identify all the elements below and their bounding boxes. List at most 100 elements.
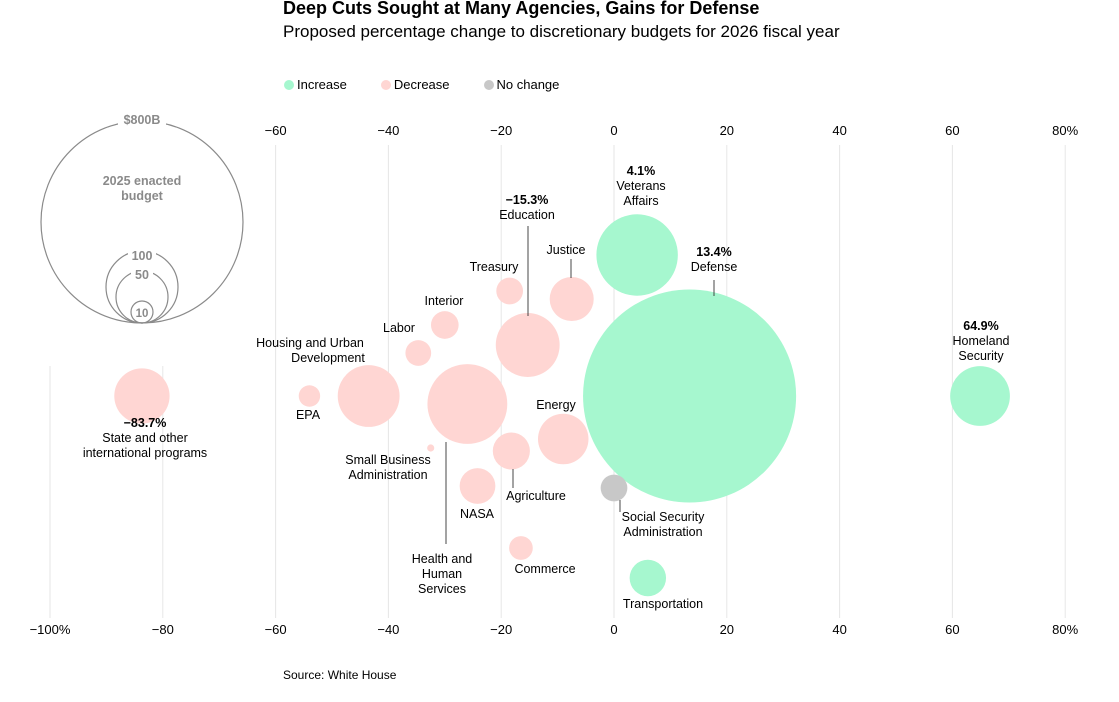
name-label-justice: Justice [547, 243, 586, 257]
name-label-line: Small Business [345, 453, 430, 467]
size-key-10-label: 10 [136, 308, 149, 320]
bubble-agriculture [492, 432, 530, 470]
name-label-defense: Defense [691, 260, 738, 274]
name-label-small-business-administration: Small Business Administration [345, 453, 430, 482]
name-label-treasury: Treasury [470, 260, 520, 274]
name-label-line: Administration [348, 468, 427, 482]
name-label-line: Labor [383, 321, 415, 335]
name-label-line: Transportation [623, 597, 703, 611]
bubble-justice [549, 276, 594, 322]
name-label-line: Veterans [616, 179, 665, 193]
bubble-transportation [629, 559, 667, 597]
name-label-line: Agriculture [506, 489, 566, 503]
top-tick-label: 40 [832, 123, 846, 138]
name-label-line: Services [418, 582, 466, 596]
bubble-defense [583, 289, 797, 503]
bubble-small-business-administration [427, 444, 435, 452]
bottom-tick-label: 20 [720, 622, 734, 637]
legend-label-decrease: Decrease [393, 77, 450, 92]
top-tick-label: −60 [265, 123, 287, 138]
name-label-line: Education [499, 208, 555, 222]
name-label-education: Education [499, 208, 555, 222]
name-label-line: Affairs [623, 194, 658, 208]
chart-subtitle: Proposed percentage change to discretion… [283, 22, 840, 41]
name-label-line: Security [958, 349, 1004, 363]
name-label-labor: Labor [383, 321, 415, 335]
name-label-line: Commerce [514, 562, 575, 576]
top-tick-label: 20 [720, 123, 734, 138]
bottom-tick-label: −80 [152, 622, 174, 637]
bubble-labor [405, 340, 432, 366]
legend-label-no-change: No change [496, 77, 560, 92]
value-label-state-and-other-international-programs: −83.7% [124, 416, 167, 430]
name-label-social-security-administration: Social Security Administration [622, 510, 705, 539]
name-label-interior: Interior [425, 294, 464, 308]
size-key-100-label-bg [128, 249, 156, 262]
bubbles [114, 214, 1010, 597]
name-label-commerce: Commerce [514, 562, 575, 576]
name-label-line: Human [422, 567, 462, 581]
leader-lines [445, 226, 715, 544]
legend-label-increase: Increase [297, 77, 347, 92]
name-label-line: Defense [691, 260, 738, 274]
name-label-line: Treasury [470, 260, 520, 274]
size-key: $800B 2025 enacted budget 100 50 10 [40, 112, 244, 324]
name-label-line: Interior [425, 294, 464, 308]
name-label-line: Housing and Urban [256, 336, 364, 350]
bottom-tick-label: 80% [1052, 622, 1078, 637]
bubble-state-and-other-international-programs [114, 368, 170, 424]
top-tick-label: −40 [377, 123, 399, 138]
bubble-treasury [496, 277, 524, 305]
bottom-tick-label: −20 [490, 622, 512, 637]
name-label-line: NASA [460, 507, 495, 521]
top-tick-label: 0 [610, 123, 617, 138]
size-key-100-label: 100 [132, 249, 153, 263]
bubble-epa [298, 385, 321, 407]
bubble-health-and-human-services [427, 364, 508, 444]
bubble-education [495, 313, 560, 377]
bubble-commerce [509, 536, 533, 560]
top-tick-label: 80% [1052, 123, 1078, 138]
bottom-tick-label: 0 [610, 622, 617, 637]
name-label-transportation: Transportation [623, 597, 703, 611]
legend-item-increase: Increase [284, 77, 347, 92]
legend-swatch-increase [284, 79, 294, 90]
name-label-line: EPA [296, 408, 321, 422]
legend-swatch-no-change [483, 79, 494, 90]
legend-item-no-change: No change [483, 77, 560, 92]
bubble-homeland-security [950, 366, 1010, 426]
size-key-10-ring [130, 300, 154, 324]
value-label-homeland-security: 64.9% [963, 319, 998, 333]
chart-title: Deep Cuts Sought at Many Agencies, Gains… [283, 0, 760, 18]
size-key-50-label-bg [131, 268, 153, 281]
size-key-50-label: 50 [135, 268, 149, 282]
name-label-line: Energy [536, 398, 576, 412]
axis-ticks: −60 −40 −20 0 20 40 60 80% −100% −80 −60 −40 −20 0 20 4… [30, 123, 1079, 637]
size-key-inner-label-1: 2025 enacted [103, 174, 182, 188]
legend: Increase Decrease No change [284, 77, 593, 92]
legend-item-decrease: Decrease [380, 77, 450, 92]
bubble-housing-and-urban-development [337, 365, 400, 427]
name-label-energy: Energy [536, 398, 576, 412]
bubble-social-security-administration [600, 474, 628, 502]
bottom-tick-label: −40 [377, 622, 399, 637]
name-label-agriculture: Agriculture [506, 489, 566, 503]
name-label-line: Social Security [622, 510, 705, 524]
bubble-energy [537, 413, 589, 465]
size-key-800-ring [40, 120, 244, 324]
size-key-top-label-bg [118, 112, 166, 126]
name-label-line: State and other [102, 431, 187, 445]
name-label-epa: EPA [296, 408, 321, 422]
source-note: Source: White House [283, 668, 397, 682]
name-label-line: Administration [623, 525, 702, 539]
bubble-nasa [459, 468, 496, 504]
value-label-veterans-affairs: 4.1% [627, 164, 656, 178]
top-tick-label: −20 [490, 123, 512, 138]
top-tick-label: 60 [945, 123, 959, 138]
value-label-defense: 13.4% [696, 245, 731, 259]
size-key-inner-label-2: budget [121, 189, 163, 203]
name-label-health-and-human-services: Health and Human Services [412, 552, 473, 596]
bubble-interior [430, 311, 459, 339]
name-label-line: Health and [412, 552, 473, 566]
